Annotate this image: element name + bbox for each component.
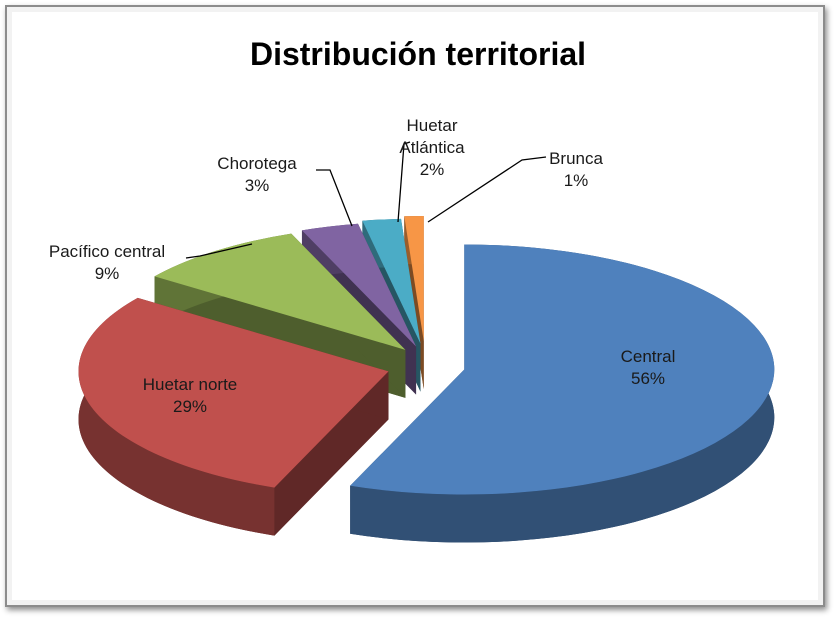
- category-label: Huetar Atlántica: [399, 116, 465, 157]
- slice-group: [350, 244, 775, 543]
- pie-slice: [404, 216, 424, 342]
- slice-group: [78, 297, 389, 536]
- data-label: Huetar norte 29%: [120, 374, 260, 418]
- value-label: 2%: [419, 160, 445, 179]
- value-label: 56%: [630, 369, 666, 388]
- data-label: Huetar Atlántica 2%: [387, 115, 477, 181]
- data-label: Pacífico central 9%: [17, 241, 197, 285]
- data-label: Central 56%: [588, 346, 708, 390]
- pie-slice: [154, 233, 406, 350]
- slice-outer-wall: [78, 297, 275, 536]
- leader-line: [427, 156, 547, 223]
- pie-slice: [350, 244, 775, 495]
- data-label: Brunca 1%: [531, 148, 621, 192]
- data-label: Chorotega 3%: [197, 153, 317, 197]
- value-label: 3%: [244, 176, 270, 195]
- category-label: Central: [620, 347, 676, 366]
- value-label: 1%: [563, 171, 589, 190]
- category-label: Chorotega: [217, 154, 297, 173]
- leader-line: [397, 141, 411, 223]
- pie-slice: [78, 297, 389, 488]
- category-label: Huetar norte: [142, 375, 238, 394]
- value-label: 29%: [172, 397, 208, 416]
- category-label: Brunca: [549, 149, 603, 168]
- leader-line: [316, 169, 353, 227]
- slice-radial-wall: [274, 371, 389, 536]
- value-label: 9%: [94, 264, 120, 283]
- pie-slice: [301, 223, 417, 347]
- leader-line: [185, 243, 253, 259]
- chart-title: Distribución territorial: [249, 36, 587, 72]
- pie-slice: [362, 218, 421, 344]
- category-label: Pacífico central: [48, 242, 166, 261]
